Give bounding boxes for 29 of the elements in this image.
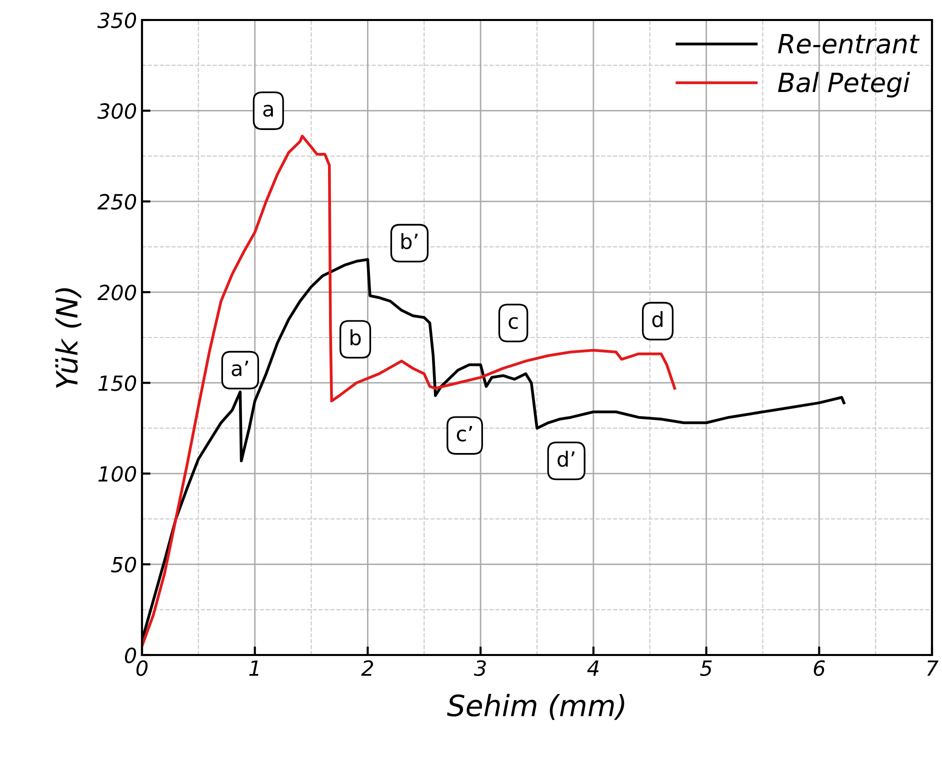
x-tick-label: 1	[249, 660, 258, 676]
x-tick-label: 2	[361, 660, 374, 676]
annotation: d’	[558, 450, 574, 467]
y-tick-label: 200	[97, 284, 136, 300]
annotation: b	[350, 329, 361, 346]
x-tick-label: 0	[136, 660, 148, 676]
x-axis-title: Sehim (mm)	[447, 694, 624, 720]
x-tick-label: 6	[814, 660, 825, 676]
annotation: d	[652, 311, 662, 328]
annotation: b’	[401, 233, 418, 250]
y-tick-label: 0	[124, 647, 136, 664]
y-axis-title: Yük (N)	[55, 288, 82, 388]
y-tick-label: 300	[97, 103, 136, 119]
x-tick-label: 3	[474, 660, 486, 676]
line-series	[142, 134, 676, 648]
y-tick-label: 50	[111, 556, 136, 572]
y-tick-label: 350	[97, 12, 136, 28]
x-tick-label: 4	[587, 660, 599, 676]
annotation: a’	[232, 360, 248, 376]
y-tick-label: 150	[98, 375, 136, 392]
annotation: a	[263, 104, 273, 117]
x-tick-label: 7	[927, 660, 938, 676]
annotation: c’	[456, 426, 472, 442]
legend-label: Bal Petegi	[778, 72, 910, 98]
x-tick-label: 5	[700, 660, 712, 676]
y-tick-label: 100	[98, 466, 136, 482]
legend-label: Re-entrant	[778, 34, 920, 54]
annotation: c	[508, 317, 518, 330]
y-tick-label: 250	[97, 194, 136, 210]
